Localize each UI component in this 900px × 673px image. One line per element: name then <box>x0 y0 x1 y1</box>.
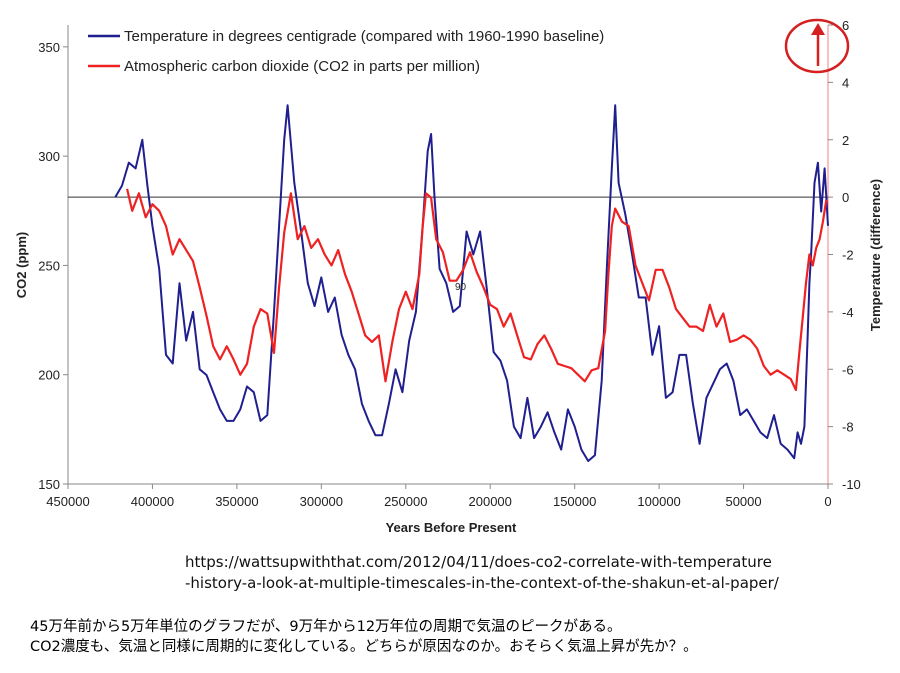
y-right-tick-label: 4 <box>842 75 849 90</box>
x-tick-label: 100000 <box>637 494 680 509</box>
co2-temperature-chart: 450000 400000 350000 300000 250000 200000 1500… <box>14 18 883 535</box>
y-right-tick-label: -4 <box>842 305 854 320</box>
axes-layer: 450000 400000 350000 300000 250000 200000 1500… <box>38 18 861 509</box>
y-left-tick-label: 300 <box>38 149 60 164</box>
y-right-tick-label: -6 <box>842 362 854 377</box>
x-tick-label: 0 <box>824 494 831 509</box>
co2-series-line <box>126 188 828 392</box>
temperature-series-line <box>114 104 829 462</box>
y-right-tick-label: 0 <box>842 190 849 205</box>
y-right-tick-label: 2 <box>842 133 849 148</box>
y-axis-left-title: CO2 (ppm) <box>14 232 29 298</box>
x-tick-label: 400000 <box>131 494 174 509</box>
source-url-line2: -history-a-look-at-multiple-timescales-i… <box>185 574 779 592</box>
y-right-tick-label: 6 <box>842 18 849 33</box>
x-tick-label: 150000 <box>553 494 596 509</box>
y-axis-right-title: Temperature (difference) <box>868 179 883 331</box>
commentary-line2: CO2濃度も、気温と同様に周期的に変化している。どちらが原因なのか。おそらく気温… <box>30 639 698 655</box>
series-layer <box>114 104 829 462</box>
legend: Temperature in degrees centigrade (compa… <box>88 28 604 75</box>
peak-annotation-label: 90 <box>455 282 467 293</box>
y-left-tick-label: 150 <box>38 477 60 492</box>
highlight-circle <box>784 18 850 74</box>
y-left-tick-label: 250 <box>38 258 60 273</box>
y-right-tick-label: -2 <box>842 248 854 263</box>
x-tick-label: 250000 <box>384 494 427 509</box>
source-url-line1: https://wattsupwiththat.com/2012/04/11/d… <box>185 553 772 571</box>
x-axis-title: Years Before Present <box>386 520 517 535</box>
legend-co2-label: Atmospheric carbon dioxide (CO2 in parts… <box>124 58 480 75</box>
y-left-tick-label: 200 <box>38 368 60 383</box>
y-right-tick-label: -10 <box>842 477 861 492</box>
commentary-note: 45万年前から5万年単位のグラフだが、9万年から12万年位の周期で気温のピークが… <box>30 617 698 657</box>
y-left-tick-label: 350 <box>38 40 60 55</box>
y-right-tick-label: -8 <box>842 420 854 435</box>
arrow-up-icon <box>811 23 825 35</box>
legend-temperature-label: Temperature in degrees centigrade (compa… <box>124 28 604 45</box>
x-tick-label: 200000 <box>469 494 512 509</box>
x-tick-label: 300000 <box>300 494 343 509</box>
commentary-line1: 45万年前から5万年単位のグラフだが、9万年から12万年位の周期で気温のピークが… <box>30 619 622 635</box>
highlight-annotation <box>784 18 850 74</box>
x-tick-label: 450000 <box>46 494 89 509</box>
x-tick-label: 350000 <box>215 494 258 509</box>
source-citation: https://wattsupwiththat.com/2012/04/11/d… <box>185 552 779 594</box>
x-tick-label: 50000 <box>725 494 761 509</box>
